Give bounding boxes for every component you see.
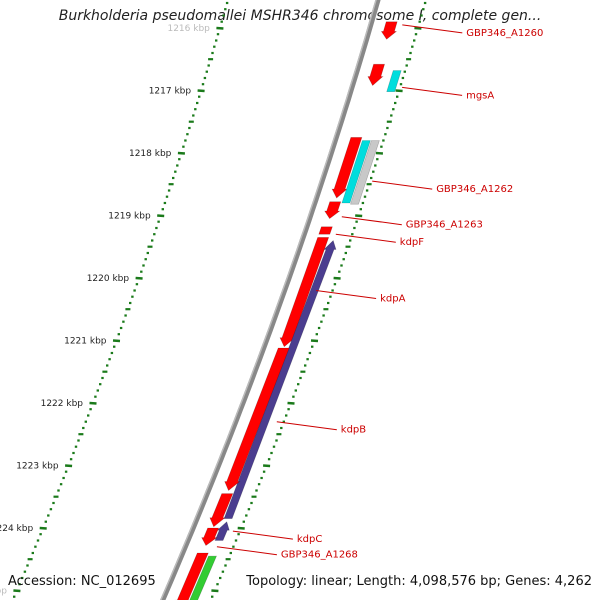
major-tick xyxy=(197,89,205,93)
tick-label: 1222 kbp xyxy=(41,399,84,409)
gene-label[interactable]: kdpA xyxy=(380,294,405,305)
major-tick xyxy=(65,464,73,468)
gene-feature-reverse-cds[interactable] xyxy=(223,239,337,519)
backbone-line xyxy=(160,0,381,600)
gene-label[interactable]: GBP346_A1268 xyxy=(281,550,358,561)
gene-labels: GBP346_A1260 mgsA GBP346_A1262 GBP346_A1263… xyxy=(216,24,543,561)
label-leader-line xyxy=(372,180,433,190)
gene-feature-forward-cds[interactable] xyxy=(209,493,234,528)
major-tick xyxy=(263,464,271,468)
gene-label[interactable]: kdpF xyxy=(400,237,424,248)
major-tick xyxy=(395,89,403,93)
gene-feature-forward-cds[interactable] xyxy=(318,226,333,235)
major-tick xyxy=(216,26,224,30)
map-title: Burkholderia pseudomallei MSHR346 chromo… xyxy=(58,8,542,24)
tick-label: 1221 kbp xyxy=(64,337,107,347)
label-leader-line xyxy=(276,421,337,431)
label-leader-line xyxy=(341,216,402,226)
major-tick xyxy=(333,276,341,280)
gene-label[interactable]: GBP346_A1260 xyxy=(466,28,543,39)
gene-feature-forward-cds[interactable] xyxy=(380,21,398,40)
gene-feature-forward-cds[interactable] xyxy=(201,527,220,546)
topology-summary: Topology: linear; Length: 4,098,576 bp; … xyxy=(246,574,592,589)
gene-feature-forward-cds[interactable] xyxy=(367,63,386,86)
gene-label[interactable]: kdpB xyxy=(341,425,366,436)
major-tick xyxy=(375,151,383,155)
gene-feature-gray[interactable] xyxy=(350,140,380,205)
gene-label[interactable]: GBP346_A1263 xyxy=(406,220,483,231)
gene-feature-forward-cds[interactable] xyxy=(331,137,363,199)
tick-label: 1220 kbp xyxy=(87,274,130,284)
gene-feature-forward-cds[interactable] xyxy=(279,237,330,348)
backbone xyxy=(159,0,381,600)
major-tick xyxy=(211,589,219,593)
gene-feature-cyan[interactable] xyxy=(386,70,402,92)
gene-feature-cyan[interactable] xyxy=(341,140,371,204)
gene-feature-forward-cds[interactable] xyxy=(224,347,290,491)
tick-label: 1224 kbp xyxy=(0,524,33,534)
major-tick xyxy=(89,401,97,405)
major-tick xyxy=(287,401,295,405)
label-leader-line xyxy=(402,24,463,34)
accession-text: Accession: NC_012695 xyxy=(8,574,156,589)
major-tick xyxy=(237,526,245,530)
major-tick xyxy=(177,151,185,155)
label-leader-line xyxy=(232,530,293,540)
major-tick xyxy=(157,214,165,218)
tick-label: 1219 kbp xyxy=(108,212,151,222)
major-tick xyxy=(39,526,47,530)
tick-label: 1223 kbp xyxy=(16,462,59,472)
gene-feature-forward-cds[interactable] xyxy=(174,552,209,600)
gene-label[interactable]: kdpC xyxy=(297,534,322,545)
tick-label: 1218 kbp xyxy=(129,149,172,159)
gene-feature-forward-cds[interactable] xyxy=(324,201,342,220)
gene-features[interactable] xyxy=(174,21,402,600)
major-tick xyxy=(414,26,422,30)
label-leader-line xyxy=(316,290,377,299)
major-tick xyxy=(13,589,21,593)
label-leader-line xyxy=(216,546,277,556)
backbone-highlight xyxy=(159,0,377,600)
label-leader-line xyxy=(402,86,463,96)
tick-label: 1216 kbp xyxy=(167,24,210,34)
tick-label: 1217 kbp xyxy=(149,87,192,97)
major-tick xyxy=(355,214,363,218)
major-tick xyxy=(112,339,121,343)
tick-label: 1225 kbp xyxy=(0,587,7,597)
tick-ruler: 1216 kbp 1217 kbp 1218 kbp 1219 kbp 1220 kbp… xyxy=(0,1,427,598)
major-tick xyxy=(135,276,143,280)
gene-label[interactable]: GBP346_A1262 xyxy=(436,184,513,195)
major-tick xyxy=(310,339,319,343)
gene-feature-green[interactable] xyxy=(186,555,217,600)
gene-label[interactable]: mgsA xyxy=(466,90,494,101)
label-leader-line xyxy=(335,233,396,243)
